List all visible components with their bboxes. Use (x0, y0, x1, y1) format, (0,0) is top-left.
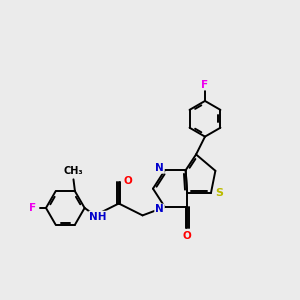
Text: F: F (29, 203, 36, 213)
Text: N: N (155, 204, 164, 214)
Text: O: O (124, 176, 133, 186)
Text: NH: NH (89, 212, 107, 222)
Text: CH₃: CH₃ (64, 166, 83, 176)
Text: N: N (155, 163, 164, 173)
Text: O: O (183, 231, 191, 241)
Text: S: S (215, 188, 223, 197)
Text: F: F (201, 80, 208, 90)
